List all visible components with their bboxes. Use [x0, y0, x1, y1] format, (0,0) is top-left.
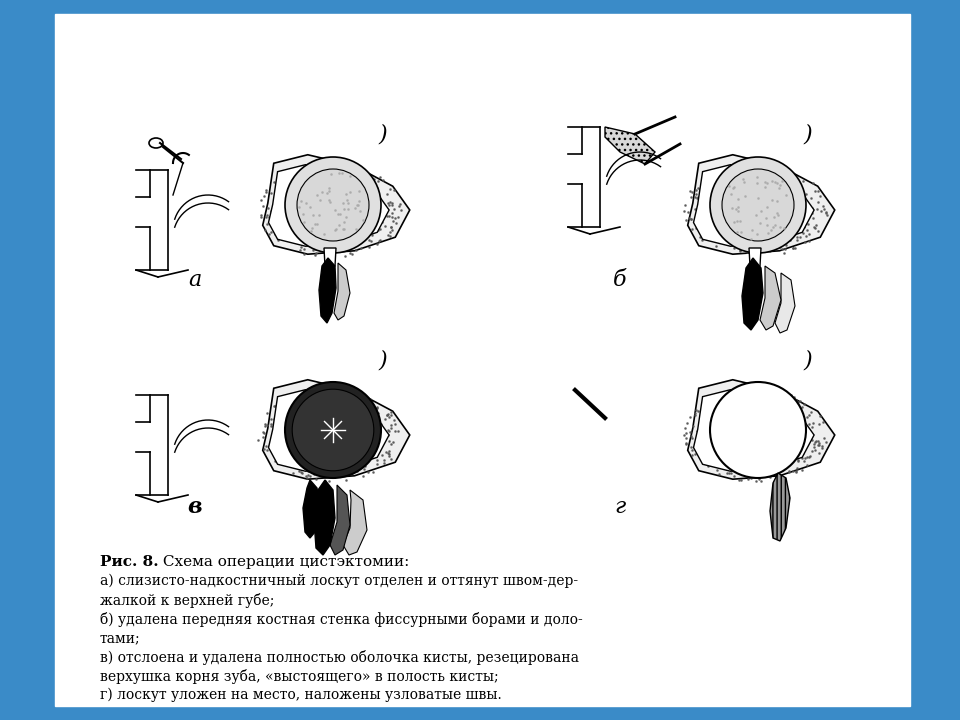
Polygon shape — [263, 379, 410, 480]
Text: ): ) — [378, 124, 387, 146]
Polygon shape — [334, 263, 350, 320]
Circle shape — [710, 382, 806, 478]
Circle shape — [285, 157, 381, 253]
Text: г) лоскут уложен на место, наложены узловатые швы.: г) лоскут уложен на место, наложены узло… — [100, 688, 502, 703]
Text: жалкой к верхней губе;: жалкой к верхней губе; — [100, 593, 275, 608]
Polygon shape — [687, 155, 835, 254]
Polygon shape — [269, 390, 389, 472]
Circle shape — [710, 157, 806, 253]
Text: Рис. 8.: Рис. 8. — [100, 555, 158, 569]
Polygon shape — [742, 258, 763, 330]
Polygon shape — [749, 248, 761, 270]
Polygon shape — [693, 390, 814, 472]
Text: а) слизисто-надкостничный лоскут отделен и оттянут швом-дер-: а) слизисто-надкостничный лоскут отделен… — [100, 574, 578, 588]
Text: ): ) — [804, 124, 812, 146]
Text: Схема операции цистэктомии:: Схема операции цистэктомии: — [158, 555, 409, 569]
Polygon shape — [770, 473, 790, 541]
Polygon shape — [330, 485, 350, 555]
Text: б) удалена передняя костная стенка фиссурными борами и доло-: б) удалена передняя костная стенка фиссу… — [100, 612, 583, 627]
Text: б: б — [613, 269, 627, 291]
Bar — [55, 14, 910, 706]
Polygon shape — [775, 273, 795, 333]
Circle shape — [292, 390, 373, 471]
Polygon shape — [269, 165, 389, 246]
Polygon shape — [314, 480, 335, 555]
Text: г: г — [614, 496, 626, 518]
Polygon shape — [343, 490, 367, 555]
Polygon shape — [324, 248, 336, 270]
Text: верхушка корня зуба, «выстоящего» в полость кисты;: верхушка корня зуба, «выстоящего» в поло… — [100, 669, 498, 684]
Circle shape — [285, 382, 381, 478]
Polygon shape — [605, 127, 655, 164]
Text: ): ) — [378, 349, 387, 371]
Polygon shape — [760, 266, 781, 330]
Text: ): ) — [804, 349, 812, 371]
Text: тами;: тами; — [100, 631, 140, 645]
Polygon shape — [693, 165, 814, 246]
Circle shape — [722, 169, 794, 241]
Polygon shape — [687, 379, 835, 480]
Polygon shape — [263, 155, 410, 254]
Circle shape — [297, 169, 369, 241]
Text: а: а — [188, 269, 202, 291]
Text: в: в — [188, 496, 203, 518]
Polygon shape — [303, 480, 320, 538]
Polygon shape — [319, 258, 336, 323]
Text: в) отслоена и удалена полностью оболочка кисты, резецирована: в) отслоена и удалена полностью оболочка… — [100, 650, 579, 665]
